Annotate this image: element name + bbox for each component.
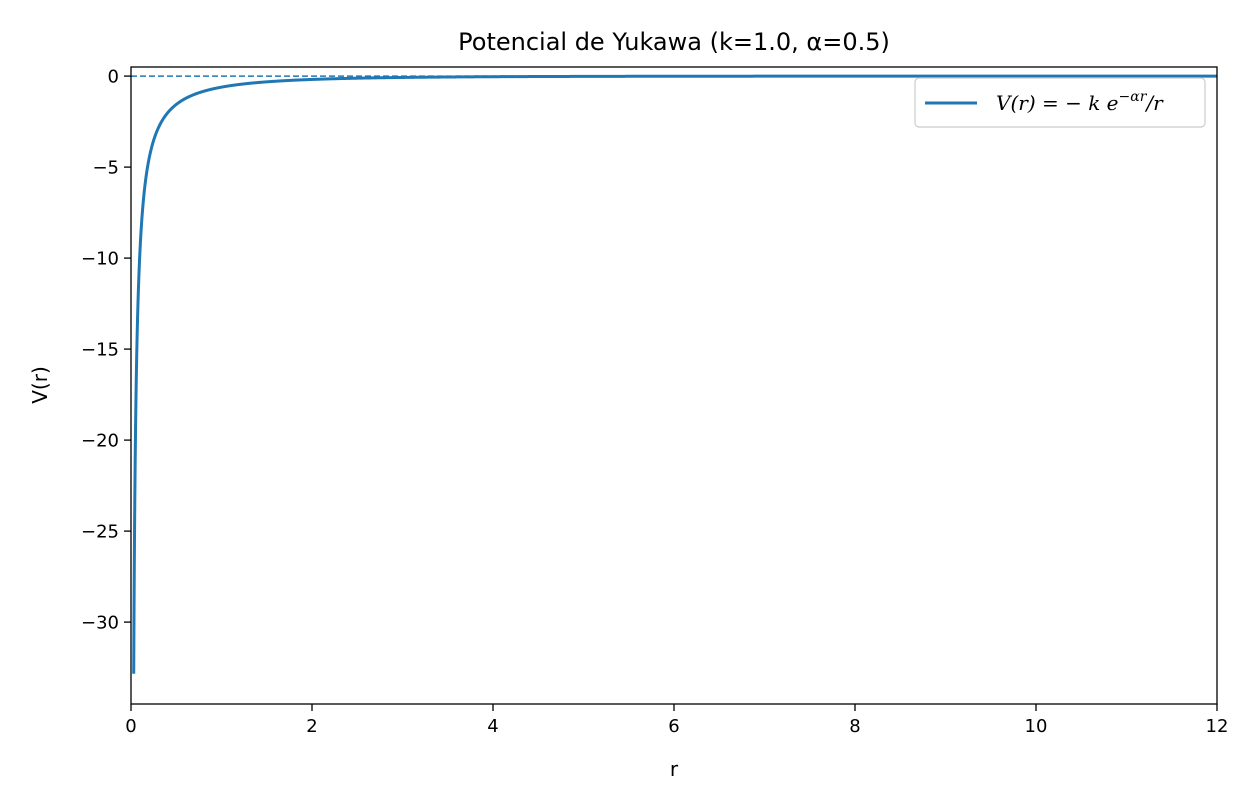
x-tick-label: 4 [487, 716, 498, 737]
legend-label-lhs: V [996, 91, 1013, 115]
x-axis-label: r [670, 757, 679, 781]
legend-label: V(r) = − k e−αr/r [996, 89, 1164, 115]
x-tick-label: 6 [668, 716, 679, 737]
y-tick-label: −20 [81, 431, 119, 452]
chart-title: Potencial de Yukawa (k=1.0, α=0.5) [458, 28, 890, 56]
series-line-0 [132, 74, 1217, 674]
legend-label-tail: /r [1144, 91, 1164, 115]
y-tick-label: −5 [92, 158, 119, 179]
x-tick-label: 8 [849, 716, 860, 737]
x-axis: 0 2 4 6 8 10 12 [125, 704, 1228, 737]
y-tick-label: −10 [81, 249, 119, 270]
legend: V(r) = − k e−αr/r [914, 77, 1206, 128]
plot-background [131, 67, 1217, 704]
y-tick-label: −25 [81, 522, 119, 543]
legend-label-exponent: −αr [1119, 89, 1148, 105]
x-tick-label: 12 [1206, 716, 1229, 737]
legend-box [914, 77, 1206, 128]
y-tick-label: −15 [81, 340, 119, 361]
series-layer [131, 74, 1217, 674]
legend-label-arg: (r) = − k e [1010, 91, 1118, 115]
plot-area [130, 66, 1218, 705]
y-tick-label: 0 [108, 67, 119, 88]
x-tick-label: 2 [306, 716, 317, 737]
x-tick-label: 10 [1025, 716, 1048, 737]
y-axis-label: V(r) [28, 366, 52, 404]
y-axis: 0 −5 −10 −15 −20 −25 −30 [81, 67, 131, 634]
y-tick-label: −30 [81, 613, 119, 634]
x-tick-label: 0 [125, 716, 136, 737]
